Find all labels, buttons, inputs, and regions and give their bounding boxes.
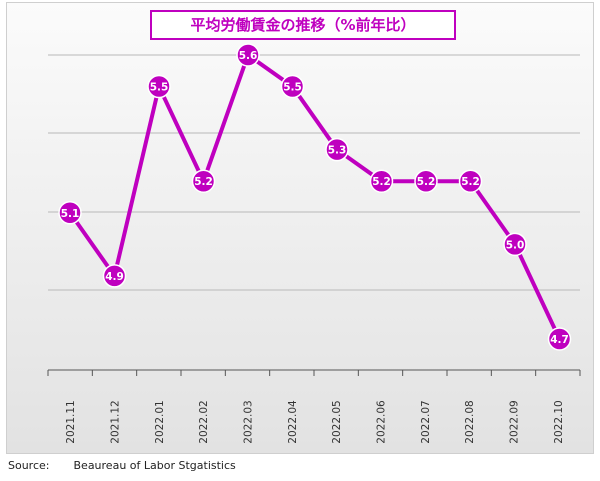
data-point xyxy=(147,74,171,99)
data-label: 4.7 xyxy=(550,334,569,346)
data-label: 5.2 xyxy=(194,176,213,188)
data-point xyxy=(547,327,572,351)
data-point xyxy=(325,137,349,162)
data-point xyxy=(102,264,127,288)
series-line xyxy=(68,53,562,340)
data-label: 5.0 xyxy=(506,239,525,251)
source-text: Beaureau of Labor Stgatistics xyxy=(73,459,236,472)
data-label: 4.9 xyxy=(105,271,124,283)
data-point xyxy=(236,43,260,67)
x-tick-label: 2022.03 xyxy=(243,400,255,443)
chart-frame xyxy=(6,2,594,454)
x-tick-label: 2022.09 xyxy=(509,400,521,443)
x-tick-label: 2022.10 xyxy=(553,400,565,443)
data-point xyxy=(191,169,216,193)
x-tick-label: 2022.08 xyxy=(464,400,476,443)
x-tick-label: 2022.05 xyxy=(331,400,343,443)
data-point xyxy=(414,169,438,193)
data-point xyxy=(280,74,305,99)
x-tick-label: 2022.04 xyxy=(287,400,299,444)
x-tick-label: 2022.01 xyxy=(154,400,166,443)
data-point xyxy=(458,169,483,193)
data-label: 5.6 xyxy=(239,50,258,62)
x-tick-label: 2022.06 xyxy=(376,400,388,444)
data-label: 5.2 xyxy=(461,176,480,188)
data-point xyxy=(503,232,527,257)
x-tick-label: 2022.02 xyxy=(198,400,210,443)
source-label: Source: xyxy=(8,459,50,472)
data-point xyxy=(58,201,82,225)
data-point xyxy=(369,169,394,193)
x-tick-label: 2022.07 xyxy=(420,400,432,443)
x-tick-label: 2021.12 xyxy=(110,400,122,443)
data-label: 5.3 xyxy=(328,145,347,157)
x-tick-label: 2021.11 xyxy=(65,400,77,443)
data-label: 5.5 xyxy=(283,82,302,94)
data-label: 5.5 xyxy=(150,82,169,94)
data-label: 5.1 xyxy=(61,208,80,220)
data-label: 5.2 xyxy=(417,176,436,188)
source-note: Source: Beaureau of Labor Stgatistics xyxy=(8,459,588,477)
data-label: 5.2 xyxy=(372,176,391,188)
chart-title: 平均労働賃金の推移（%前年比） xyxy=(150,10,456,40)
